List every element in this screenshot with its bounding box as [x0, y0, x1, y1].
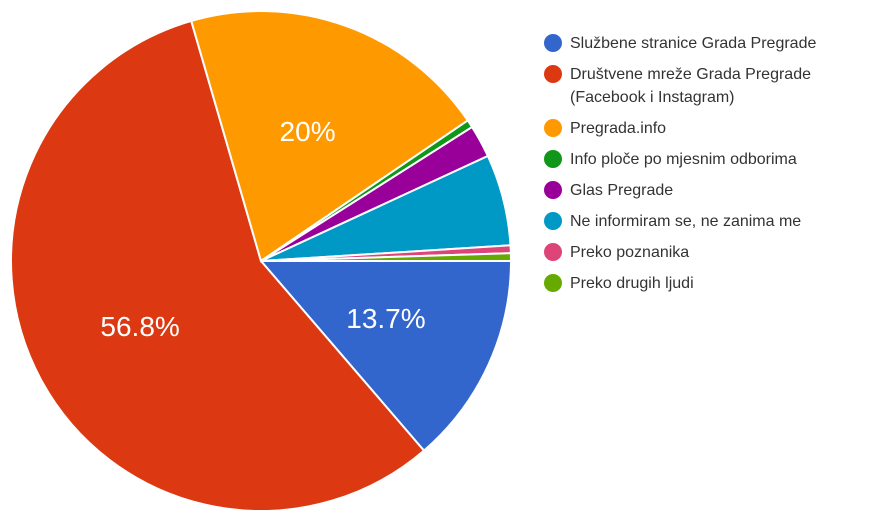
legend-label: Društvene mreže Grada Pregrade [570, 66, 811, 83]
pie-slice-1 [10, 19, 426, 510]
legend-label: Preko drugih ljudi [570, 275, 694, 292]
legend: Službene stranice Grada Pregrade Društven… [544, 32, 884, 303]
legend-item-4: Glas Pregrade [544, 179, 884, 202]
legend-label: Info ploče po mjesnim odborima [570, 151, 797, 168]
legend-swatch-1 [544, 65, 562, 83]
legend-item-6: Preko poznanika [544, 241, 884, 264]
legend-item-0: Službene stranice Grada Pregrade [544, 32, 884, 55]
legend-label: Preko poznanika [570, 244, 690, 261]
legend-label: Ne informiram se, ne zanima me [570, 213, 802, 230]
legend-swatch-2 [544, 119, 562, 137]
legend-item-3: Info ploče po mjesnim odborima [544, 148, 884, 171]
pie-data-label-2: 20% [280, 116, 336, 147]
legend-item-2: Pregrada.info [544, 117, 884, 140]
legend-item-7: Preko drugih ljudi [544, 272, 884, 295]
legend-swatch-5 [544, 212, 562, 230]
pie-data-label-1: 56.8% [100, 311, 179, 342]
legend-swatch-3 [544, 150, 562, 168]
legend-label: Pregrada.info [570, 120, 667, 137]
legend-label: (Facebook i Instagram) [570, 89, 735, 106]
legend-item-5: Ne informiram se, ne zanima me [544, 210, 884, 233]
legend-swatch-4 [544, 181, 562, 199]
legend-swatch-0 [544, 34, 562, 52]
pie-data-label-0: 13.7% [346, 303, 425, 334]
legend-label: Glas Pregrade [570, 182, 674, 199]
legend-swatch-7 [544, 274, 562, 292]
legend-swatch-6 [544, 243, 562, 261]
pie-slice-7 [260, 252, 513, 262]
pie-slice-2 [190, 10, 470, 263]
legend-item-1: Društvene mreže Grada Pregrade (Facebook … [544, 63, 884, 109]
pie-slice-0 [258, 260, 513, 453]
legend-label: Službene stranice Grada Pregrade [570, 35, 817, 52]
